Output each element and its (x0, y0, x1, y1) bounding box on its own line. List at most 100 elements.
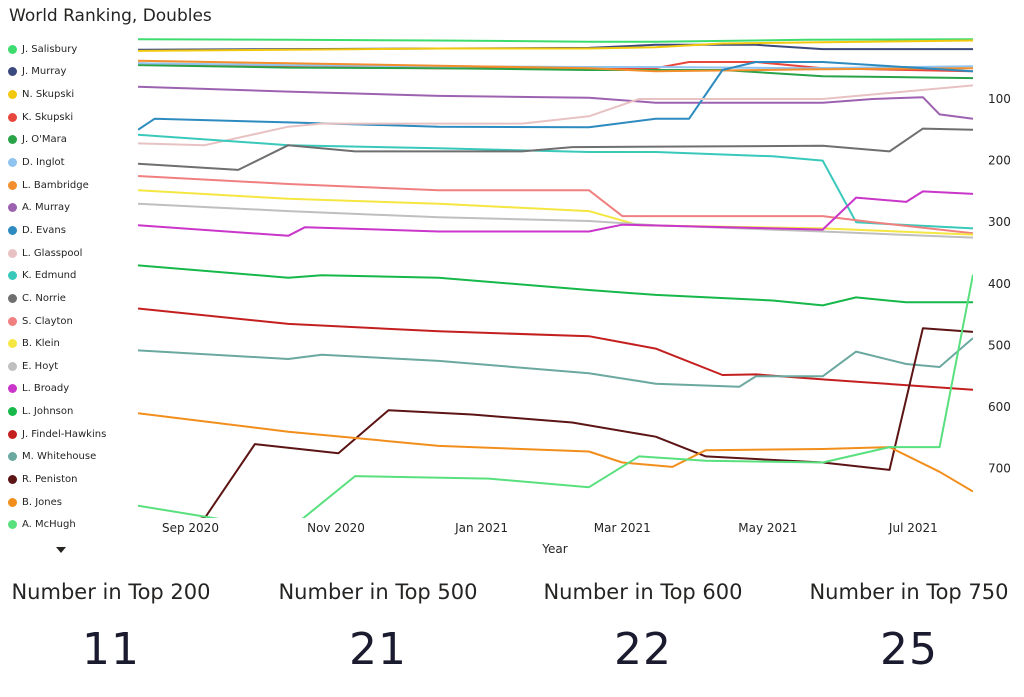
legend-item[interactable]: K. Edmund (8, 264, 133, 287)
series-line[interactable] (138, 337, 973, 388)
legend-item[interactable]: R. Peniston (8, 468, 133, 491)
legend-dot-icon (8, 361, 17, 371)
legend-item[interactable]: J. Murray (8, 61, 133, 84)
legend-item[interactable]: C. Norrie (8, 287, 133, 310)
legend-dot-icon (8, 316, 17, 326)
card-value: 21 (349, 624, 407, 675)
series-line[interactable] (138, 264, 973, 307)
legend-label: K. Edmund (22, 270, 77, 282)
ranking-line-chart: 100 200 300 400 500 600 700 Sep 2020 Nov 2020 Ja… (138, 38, 1011, 556)
legend-label: J. Findel-Hawkins (22, 428, 107, 440)
legend-label: J. O'Mara (22, 134, 67, 146)
legend-label: B. Jones (22, 496, 62, 508)
legend-dot-icon (8, 474, 17, 484)
legend-item[interactable]: D. Inglot (8, 151, 133, 174)
card-value: 25 (880, 624, 938, 675)
series-line[interactable] (138, 412, 973, 493)
x-tick-label: Sep 2020 (162, 521, 219, 535)
y-tick-label: 100 (988, 92, 1011, 106)
series-line[interactable] (138, 61, 973, 131)
legend-dot-icon (8, 497, 17, 507)
legend-dot-icon (8, 248, 17, 258)
card-top-500: Number in Top 500 21 (253, 580, 503, 675)
x-axis-label: Year (541, 542, 567, 556)
card-value: 11 (82, 624, 140, 675)
legend-item[interactable]: M. Whitehouse (8, 446, 133, 469)
chart-title: World Ranking, Doubles (9, 6, 212, 26)
x-tick-label: Nov 2020 (307, 521, 365, 535)
legend-item[interactable]: J. O'Mara (8, 129, 133, 152)
legend-dot-icon (8, 339, 17, 349)
legend-item[interactable]: J. Salisbury (8, 38, 133, 61)
series-line[interactable] (138, 127, 973, 171)
x-tick-label: Jul 2021 (888, 521, 938, 535)
kpi-cards: Number in Top 200 11 Number in Top 500 2… (0, 580, 1024, 697)
card-label: Number in Top 200 (11, 580, 211, 604)
legend-item[interactable]: J. Findel-Hawkins (8, 423, 133, 446)
series-line[interactable] (138, 190, 973, 237)
legend-dot-icon (8, 407, 17, 417)
legend-item[interactable]: B. Klein (8, 332, 133, 355)
legend-item[interactable]: L. Johnson (8, 400, 133, 423)
x-tick-label: Jan 2021 (454, 521, 508, 535)
legend-scroll-down-icon[interactable] (56, 547, 66, 553)
legend-item[interactable]: A. McHugh (8, 513, 133, 536)
legend-item[interactable]: D. Evans (8, 219, 133, 242)
series-line[interactable] (138, 84, 973, 147)
y-tick-label: 400 (988, 277, 1011, 291)
legend-label: L. Johnson (22, 406, 74, 418)
legend-label: L. Glasspool (22, 247, 83, 259)
legend-item[interactable]: L. Bambridge (8, 174, 133, 197)
card-label: Number in Top 500 (278, 580, 478, 604)
legend-item[interactable]: A. Murray (8, 196, 133, 219)
legend-item[interactable]: B. Jones (8, 491, 133, 514)
legend-item[interactable]: N. Skupski (8, 83, 133, 106)
legend-dot-icon (8, 293, 17, 303)
legend-label: L. Bambridge (22, 179, 89, 191)
legend-item[interactable]: L. Glasspool (8, 242, 133, 265)
card-value: 22 (614, 624, 672, 675)
legend-label: L. Broady (22, 383, 70, 395)
legend: J. Salisbury J. Murray N. Skupski K. Skupsk… (8, 38, 133, 536)
legend-dot-icon (8, 271, 17, 281)
legend-label: D. Evans (22, 224, 66, 236)
series-line[interactable] (138, 327, 973, 530)
legend-label: M. Whitehouse (22, 451, 97, 463)
legend-dot-icon (8, 44, 17, 54)
legend-dot-icon (8, 384, 17, 394)
legend-label: J. Salisbury (22, 43, 78, 55)
series-line[interactable] (138, 85, 973, 120)
series-line[interactable] (138, 59, 973, 73)
x-tick-label: May 2021 (738, 521, 797, 535)
card-top-600: Number in Top 600 22 (518, 580, 768, 675)
series-line[interactable] (138, 274, 973, 531)
legend-dot-icon (8, 225, 17, 235)
legend-dot-icon (8, 180, 17, 190)
legend-label: D. Inglot (22, 157, 65, 169)
legend-item[interactable]: S. Clayton (8, 310, 133, 333)
series-line[interactable] (138, 175, 973, 235)
legend-label: J. Murray (22, 66, 67, 78)
y-tick-label: 300 (988, 215, 1011, 229)
card-label: Number in Top 750 (809, 580, 1009, 604)
series-line[interactable] (138, 202, 973, 239)
legend-item[interactable]: L. Broady (8, 378, 133, 401)
legend-label: A. Murray (22, 202, 71, 214)
series-line[interactable] (138, 62, 973, 70)
legend-dot-icon (8, 112, 17, 122)
legend-label: B. Klein (22, 338, 60, 350)
legend-label: K. Skupski (22, 111, 74, 123)
y-tick-label: 500 (988, 338, 1011, 352)
series-line[interactable] (138, 189, 973, 236)
series-line[interactable] (138, 38, 973, 43)
legend-item[interactable]: E. Hoyt (8, 355, 133, 378)
legend-item[interactable]: K. Skupski (8, 106, 133, 129)
series-line[interactable] (138, 39, 973, 52)
legend-label: C. Norrie (22, 292, 66, 304)
series-line[interactable] (138, 64, 973, 80)
y-tick-label: 200 (988, 154, 1011, 168)
legend-dot-icon (8, 452, 17, 462)
legend-label: N. Skupski (22, 89, 75, 101)
y-tick-label: 600 (988, 400, 1011, 414)
series-line[interactable] (138, 307, 973, 391)
